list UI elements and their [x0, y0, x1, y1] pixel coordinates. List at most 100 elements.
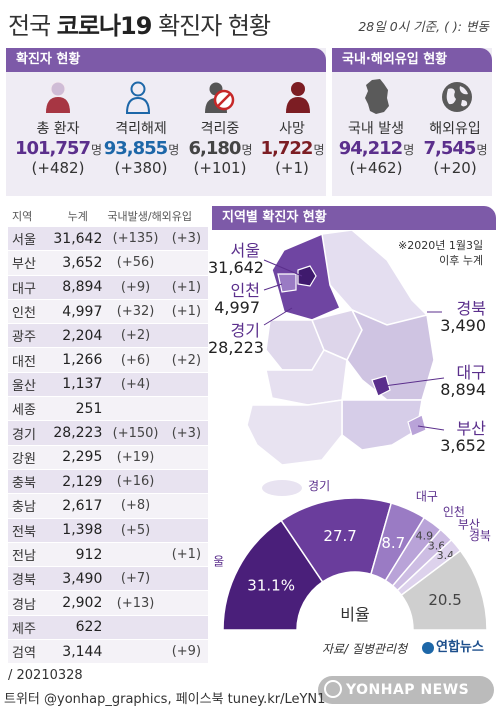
cell-region: 세종 — [8, 396, 50, 421]
ratio-name-label: 경기 — [308, 480, 330, 493]
stat-value: 93,855명 — [96, 138, 186, 159]
value-number: 1,722 — [260, 138, 314, 159]
cell-region: 대전 — [8, 347, 50, 373]
stat-value: 101,757명 — [8, 138, 108, 159]
title-prefix: 전국 — [8, 12, 57, 40]
cell-total: 622 — [49, 614, 107, 640]
value-unit: 명 — [90, 143, 102, 157]
ratio-slice — [280, 497, 393, 583]
cell-total: 3,144 — [49, 639, 107, 664]
cell-domestic: (+7) — [106, 566, 165, 591]
stat-change: (+380) — [114, 159, 168, 177]
cell-region: 부산 — [8, 250, 50, 276]
cell-total: 2,295 — [49, 444, 107, 470]
cell-region: 울산 — [8, 371, 50, 397]
table-row: 강원 2,295 (+19) — [8, 444, 208, 470]
cell-overseas — [164, 468, 208, 494]
cell-total: 3,652 — [49, 250, 107, 276]
cell-overseas: (+3) — [164, 420, 208, 446]
ratio-value-label: 4.9 — [416, 530, 434, 543]
map-label-name: 서울 — [230, 241, 260, 260]
map-label-name: 대구 — [456, 363, 486, 382]
ratio-name-label: 인천 — [443, 504, 465, 519]
cell-region: 서울 — [8, 225, 50, 251]
cell-domestic: (+8) — [106, 493, 165, 519]
ratio-value-label: 20.5 — [428, 591, 461, 609]
leader-line-incheon — [263, 283, 283, 291]
stat-deaths: 사망 1,722명 (+1) — [256, 118, 328, 177]
cell-total: 31,642 — [49, 225, 107, 251]
ratio-slice — [222, 519, 324, 631]
cell-overseas — [164, 444, 208, 470]
stat-label: 국내 발생 — [348, 121, 404, 137]
cell-overseas — [164, 566, 208, 591]
stat-label: 총 환자 — [36, 121, 80, 137]
cell-domestic: (+16) — [106, 468, 165, 494]
cell-overseas: (+2) — [164, 347, 208, 373]
table-row: 검역 3,144 (+9) — [8, 639, 208, 664]
value-unit: 명 — [241, 143, 252, 157]
stat-change: (+462) — [349, 159, 403, 177]
map-label-value: 28,223 — [208, 338, 264, 357]
cell-overseas: (+1) — [164, 541, 208, 567]
region-jeonnam — [246, 399, 343, 466]
brand-logo: 연합뉴스 — [422, 636, 484, 655]
region-jeju — [262, 480, 302, 496]
ratio-name-label: 서울 — [214, 554, 224, 568]
cell-domestic: (+32) — [106, 298, 165, 324]
summary-panel — [6, 48, 326, 196]
source-note: 자료/ 질병관리청 — [322, 642, 408, 656]
cell-overseas — [164, 517, 208, 543]
korea-map-icon — [365, 79, 389, 114]
region-seoul — [297, 265, 317, 287]
ratio-center-label: 비율 — [340, 605, 369, 624]
stat-change: (+101) — [193, 159, 247, 177]
cell-region: 충남 — [8, 493, 50, 519]
map-label-value: 31,642 — [208, 258, 264, 277]
region-busan — [407, 414, 427, 437]
cell-region: 광주 — [8, 323, 50, 348]
map-label-gyeongbuk: 경북 3,490 — [430, 300, 486, 334]
map-label-busan: 부산 3,652 — [430, 420, 486, 454]
column-header: 지역 — [12, 210, 33, 223]
cell-total: 2,617 — [49, 493, 107, 519]
cell-total: 2,902 — [49, 590, 107, 616]
value-unit: 명 — [313, 143, 324, 157]
cell-domestic — [106, 541, 165, 567]
cell-domestic — [106, 396, 165, 421]
globe-icon — [442, 82, 472, 112]
cell-region: 경기 — [8, 420, 50, 446]
stat-isolated: 격리중 6,180명 (+101) — [180, 118, 260, 177]
table-row: 제주 622 — [8, 614, 208, 640]
cell-region: 충북 — [8, 468, 50, 494]
cell-region: 대구 — [8, 274, 50, 300]
cell-domestic: (+13) — [106, 590, 165, 616]
cell-domestic: (+19) — [106, 444, 165, 470]
ratio-value-label: 27.7 — [323, 527, 356, 545]
cell-region: 강원 — [8, 444, 50, 470]
map-label-gyeonggi: 경기 28,223 — [208, 321, 264, 357]
region-table-body: 서울 31,642 (+135) (+3) 부산 3,652 (+56) 대구 8,894 (+9… — [8, 225, 208, 664]
brand-name: 연합뉴스 — [436, 640, 484, 655]
cell-overseas — [164, 396, 208, 421]
cell-overseas: (+9) — [164, 639, 208, 664]
cell-total: 3,490 — [49, 566, 107, 591]
cell-region: 경남 — [8, 590, 50, 616]
table-row: 충북 2,129 (+16) — [8, 468, 208, 494]
cell-domestic: (+4) — [106, 371, 165, 397]
cell-domestic: (+2) — [106, 323, 165, 348]
ratio-name-label: 대구 — [416, 489, 438, 503]
ratio-name-label: 경북 — [469, 529, 491, 543]
stat-label: 격리중 — [200, 121, 240, 137]
stat-change: (+482) — [31, 159, 85, 177]
map-note-line1: ※2020년 1월3일 — [398, 239, 484, 252]
map-label-name: 경기 — [230, 321, 260, 340]
cell-total: 28,223 — [49, 420, 107, 446]
brand-logo-icon — [422, 641, 434, 654]
stat-value: 1,722명 — [256, 138, 328, 159]
korea-region-map — [246, 230, 445, 496]
date-code: / 20210328 — [8, 668, 83, 683]
map-label-value: 3,652 — [440, 436, 486, 455]
table-row: 경기 28,223 (+150) (+3) — [8, 420, 208, 446]
column-header: 누계 — [67, 210, 88, 223]
